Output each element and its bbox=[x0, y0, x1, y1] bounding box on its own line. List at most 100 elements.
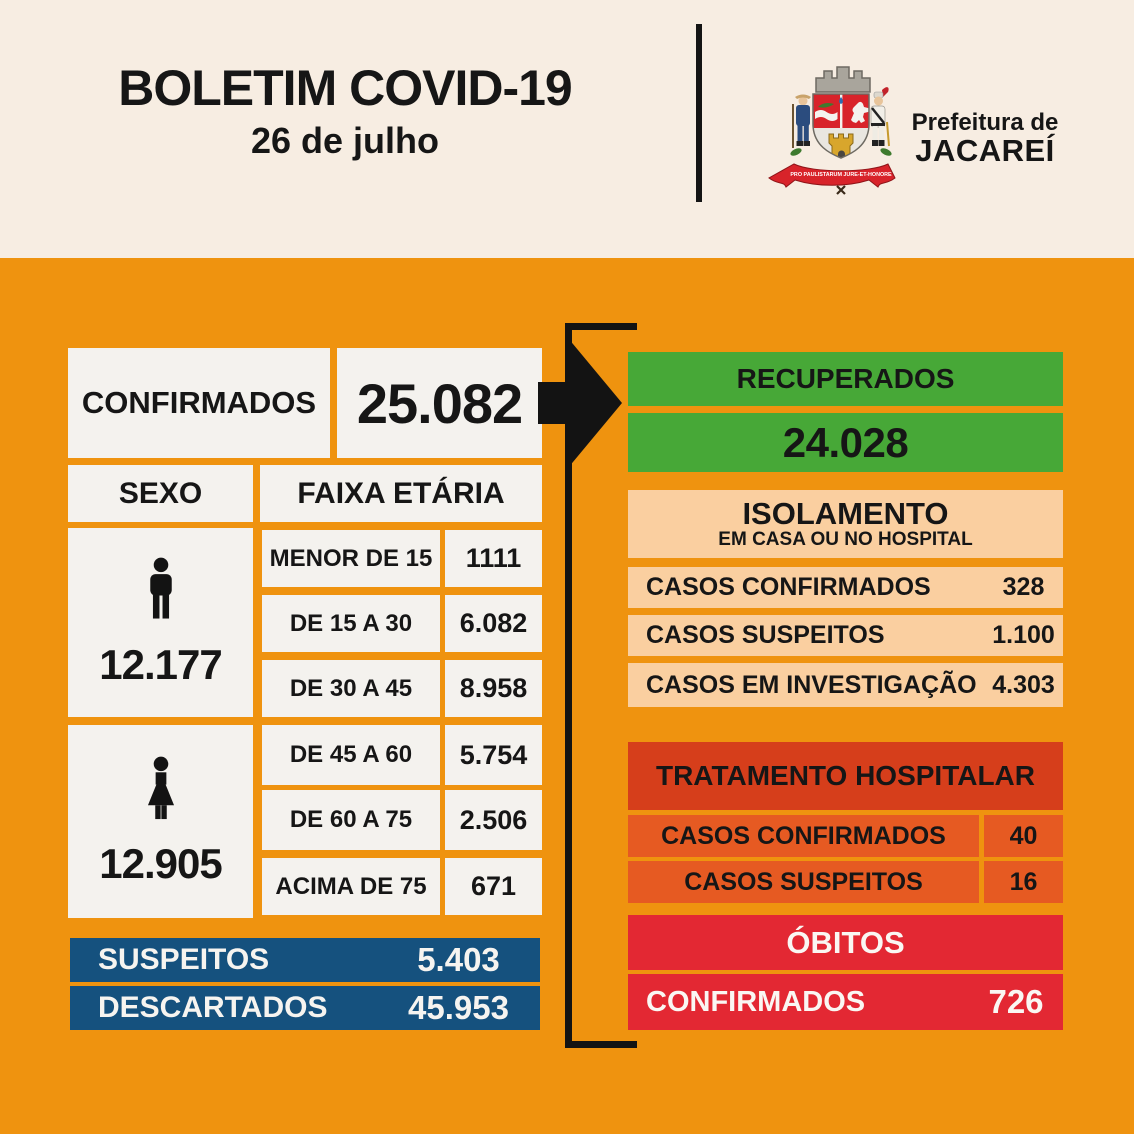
header-band bbox=[0, 0, 1134, 258]
hospital-header-box: TRATAMENTO HOSPITALAR bbox=[628, 742, 1063, 810]
suspected-label: SUSPEITOS bbox=[98, 943, 270, 976]
shield bbox=[813, 94, 869, 158]
crown-shape bbox=[815, 66, 871, 93]
city-coat-of-arms: PRO PAULISTARUM JURE-ET-HONORE bbox=[768, 66, 896, 195]
sex-header: SEXO bbox=[118, 476, 203, 510]
age-row-value: 6.082 bbox=[445, 595, 542, 652]
confirmed-value-box: 25.082 bbox=[337, 348, 542, 458]
confirmed-label: CONFIRMADOS bbox=[81, 385, 317, 420]
recovered-total: 24.028 bbox=[782, 418, 909, 466]
age-row-value-text: 2.506 bbox=[459, 804, 528, 835]
age-row-value: 5.754 bbox=[445, 725, 542, 785]
age-row-value: 671 bbox=[445, 858, 542, 915]
hospital-row-label-text: CASOS SUSPEITOS bbox=[684, 867, 923, 896]
coat-motto-text: PRO PAULISTARUM JURE-ET-HONORE bbox=[790, 172, 892, 178]
age-row-label: MENOR DE 15 bbox=[262, 530, 440, 587]
age-row-label: DE 60 A 75 bbox=[262, 790, 440, 850]
age-row-label-text: DE 60 A 75 bbox=[289, 806, 413, 833]
age-row-value-text: 1111 bbox=[465, 543, 522, 573]
age-row-value: 2.506 bbox=[445, 790, 542, 850]
age-row-value-text: 6.082 bbox=[459, 608, 528, 638]
age-row-label: DE 45 A 60 bbox=[262, 725, 440, 785]
hospital-row-value-text: 16 bbox=[1009, 867, 1038, 896]
discarded-value-box: 45.953 bbox=[377, 986, 540, 1030]
suspected-total: 5.403 bbox=[417, 941, 500, 978]
bracket-bottom-tick bbox=[565, 1041, 637, 1048]
age-row-value: 8.958 bbox=[445, 660, 542, 717]
org-name-block: Prefeitura de JACAREÍ bbox=[900, 110, 1070, 168]
isolation-row-label-text: CASOS CONFIRMADOS bbox=[646, 573, 931, 601]
isolation-title: ISOLAMENTO bbox=[742, 495, 949, 531]
deaths-confirmed-total: 726 bbox=[988, 983, 1044, 1020]
isolation-row-label: CASOS EM INVESTIGAÇÃO bbox=[628, 663, 997, 707]
isolation-row-value: 1.100 bbox=[984, 615, 1063, 656]
confirmed-total: 25.082 bbox=[356, 371, 523, 435]
right-supporter-figure bbox=[870, 87, 890, 147]
motto-ribbon: PRO PAULISTARUM JURE-ET-HONORE bbox=[768, 163, 896, 195]
isolation-row-label: CASOS SUSPEITOS bbox=[628, 615, 997, 656]
age-row-label-text: MENOR DE 15 bbox=[269, 544, 433, 572]
age-row-value-text: 671 bbox=[470, 871, 517, 901]
hospital-row-label-text: CASOS CONFIRMADOS bbox=[661, 821, 946, 850]
isolation-row-value-text: 4.303 bbox=[992, 670, 1055, 699]
hospital-title: TRATAMENTO HOSPITALAR bbox=[655, 760, 1035, 791]
isolation-row-value: 4.303 bbox=[984, 663, 1063, 707]
age-row-value: 1111 bbox=[445, 530, 542, 587]
right-arrow-icon bbox=[538, 338, 622, 468]
hospital-row-label: CASOS SUSPEITOS bbox=[628, 861, 979, 903]
age-row-value-text: 5.754 bbox=[459, 739, 528, 770]
isolation-row-label: CASOS CONFIRMADOS bbox=[628, 567, 997, 608]
discarded-label: DESCARTADOS bbox=[98, 991, 328, 1024]
hospital-row-value: 16 bbox=[984, 861, 1063, 903]
recovered-value-box: 24.028 bbox=[628, 413, 1063, 472]
isolation-row-label-text: CASOS EM INVESTIGAÇÃO bbox=[646, 670, 977, 699]
age-row-label-text: DE 45 A 60 bbox=[289, 741, 413, 768]
age-header: FAIXA ETÁRIA bbox=[297, 476, 505, 510]
bracket-top-tick bbox=[565, 323, 637, 330]
female-icon bbox=[147, 756, 174, 819]
isolation-row-label-text: CASOS SUSPEITOS bbox=[646, 621, 885, 649]
isolation-row-value-text: 1.100 bbox=[992, 621, 1055, 649]
age-row-label-text: DE 30 A 45 bbox=[289, 674, 413, 702]
female-total: 12.905 bbox=[99, 839, 222, 887]
discarded-label-box: DESCARTADOS bbox=[70, 986, 401, 1030]
deaths-title: ÓBITOS bbox=[786, 924, 905, 960]
male-icon bbox=[149, 557, 172, 619]
male-total: 12.177 bbox=[99, 640, 222, 688]
isolation-subtitle: EM CASA OU NO HOSPITAL bbox=[718, 529, 973, 551]
deaths-confirmed-label: CONFIRMADOS bbox=[646, 985, 866, 1018]
age-row-value-text: 8.958 bbox=[459, 673, 528, 703]
hospital-row-value-text: 40 bbox=[1009, 821, 1038, 850]
deaths-header-box: ÓBITOS bbox=[628, 915, 1063, 970]
isolation-row-value-text: 328 bbox=[1002, 573, 1045, 601]
page-title: BOLETIM COVID-19 bbox=[118, 60, 572, 116]
hospital-row-value: 40 bbox=[984, 815, 1063, 857]
age-row-label-text: DE 15 A 30 bbox=[289, 609, 413, 637]
deaths-confirmed-value-box: 726 bbox=[969, 974, 1063, 1030]
sex-header-box: SEXO bbox=[68, 465, 253, 522]
deaths-confirmed-label-box: CONFIRMADOS bbox=[628, 974, 981, 1030]
female-total-box: 12.905 bbox=[68, 725, 253, 918]
org-name-line2: JACAREÍ bbox=[915, 133, 1055, 169]
isolation-header-box: ISOLAMENTO EM CASA OU NO HOSPITAL bbox=[628, 490, 1063, 558]
bulletin-title-block: BOLETIM COVID-19 26 de julho bbox=[40, 62, 650, 159]
recovered-label: RECUPERADOS bbox=[736, 363, 955, 394]
bracket-line bbox=[565, 323, 572, 1048]
age-row-label: ACIMA DE 75 bbox=[262, 858, 440, 915]
discarded-total: 45.953 bbox=[408, 989, 509, 1026]
header-divider bbox=[696, 24, 702, 202]
confirmed-label-box: CONFIRMADOS bbox=[68, 348, 330, 458]
left-supporter-figure bbox=[792, 94, 811, 148]
age-row-label: DE 15 A 30 bbox=[262, 595, 440, 652]
age-row-label-text: ACIMA DE 75 bbox=[275, 872, 427, 900]
recovered-label-box: RECUPERADOS bbox=[628, 352, 1063, 406]
isolation-row-value: 328 bbox=[984, 567, 1063, 608]
suspected-label-box: SUSPEITOS bbox=[70, 938, 401, 982]
age-row-label: DE 30 A 45 bbox=[262, 660, 440, 717]
hospital-row-label: CASOS CONFIRMADOS bbox=[628, 815, 979, 857]
bulletin-date: 26 de julho bbox=[250, 120, 440, 161]
suspected-value-box: 5.403 bbox=[377, 938, 540, 982]
age-header-box: FAIXA ETÁRIA bbox=[260, 465, 542, 522]
male-total-box: 12.177 bbox=[68, 528, 253, 717]
